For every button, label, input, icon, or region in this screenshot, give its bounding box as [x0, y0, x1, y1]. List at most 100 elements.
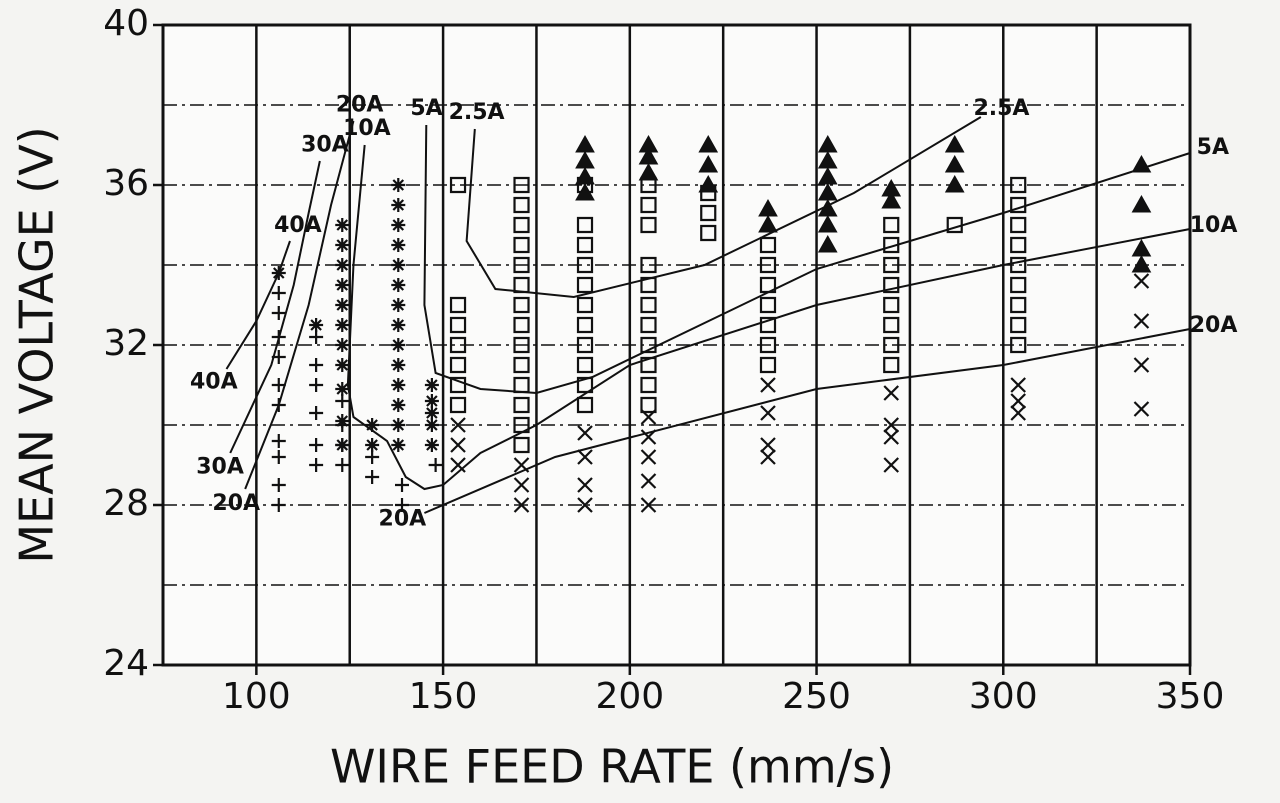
point-square: [700, 204, 717, 222]
point-square: [759, 256, 777, 274]
point-square: [883, 316, 900, 334]
point-triangle: [638, 162, 659, 181]
point-square: [759, 316, 777, 334]
contour-label: 2.5A: [449, 100, 505, 125]
point-square: [883, 276, 900, 294]
point-asterisk: [365, 418, 380, 432]
point-asterisk: [309, 318, 324, 332]
point-triangle: [1131, 254, 1152, 273]
point-asterisk: [335, 298, 350, 312]
point-cross: [760, 405, 776, 421]
point-cross: [577, 449, 593, 465]
point-asterisk: [391, 438, 406, 452]
point-asterisk: [391, 318, 406, 332]
point-triangle: [817, 150, 838, 169]
point-cross: [577, 425, 593, 441]
y-tick-label: 40: [103, 3, 149, 44]
point-triangle: [575, 150, 595, 169]
point-square: [640, 256, 657, 274]
point-asterisk: [424, 418, 439, 432]
point-square: [513, 176, 530, 194]
point-triangle: [638, 146, 659, 165]
point-cross: [640, 449, 657, 465]
contour-label: 10A: [343, 116, 391, 141]
point-plus: [335, 458, 350, 472]
contour-line: [229, 160, 321, 454]
contour-label: 40A: [274, 213, 322, 238]
point-square: [883, 236, 900, 254]
point-cross: [513, 497, 530, 513]
point-square: [759, 336, 777, 354]
point-cross: [450, 437, 466, 453]
point-square: [513, 296, 530, 314]
contour-line: [423, 124, 1191, 395]
point-cross: [577, 497, 593, 513]
point-square: [449, 336, 467, 354]
point-square: [1010, 296, 1027, 314]
point-square: [513, 256, 530, 274]
point-cross: [450, 457, 466, 473]
contour-label: 20A: [379, 506, 427, 531]
point-square: [759, 236, 777, 254]
point-cross: [883, 385, 900, 401]
point-square: [640, 336, 657, 354]
point-plus: [271, 434, 286, 448]
point-asterisk: [391, 198, 406, 212]
point-square: [946, 216, 963, 234]
point-triangle: [698, 134, 719, 153]
point-plus: [309, 438, 324, 452]
point-plus: [309, 358, 324, 372]
point-square: [449, 396, 467, 414]
point-square: [700, 224, 717, 242]
point-cross: [883, 457, 900, 473]
point-square: [576, 336, 594, 354]
point-square: [513, 316, 530, 334]
contour-label: 10A: [1190, 213, 1238, 238]
point-plus: [428, 458, 443, 472]
point-cross: [1133, 357, 1150, 373]
point-triangle: [817, 234, 838, 253]
point-cross: [513, 477, 530, 493]
point-triangle: [1131, 194, 1152, 213]
point-asterisk: [424, 394, 439, 408]
contour-line: [244, 120, 355, 490]
point-square: [576, 296, 594, 314]
point-square: [513, 356, 530, 374]
point-asterisk: [391, 178, 406, 192]
point-square: [1010, 216, 1027, 234]
point-asterisk: [335, 278, 350, 292]
y-tick-label: 36: [103, 163, 149, 204]
point-square: [576, 356, 594, 374]
point-asterisk: [391, 258, 406, 272]
point-square: [449, 296, 467, 314]
point-plus: [271, 306, 286, 320]
point-square: [513, 416, 530, 434]
point-asterisk: [391, 278, 406, 292]
point-triangle: [698, 174, 719, 193]
point-asterisk: [391, 418, 406, 432]
point-cross: [640, 497, 657, 513]
point-triangle: [758, 198, 778, 217]
point-triangle: [817, 134, 838, 153]
point-triangle: [817, 182, 838, 201]
point-cross: [1133, 273, 1150, 289]
contour-label: 2.5A: [973, 96, 1029, 121]
contour-label: 5A: [410, 96, 442, 121]
point-cross: [1133, 401, 1150, 417]
point-asterisk: [391, 338, 406, 352]
point-square: [1010, 256, 1027, 274]
point-triangle: [638, 134, 659, 153]
point-square: [759, 276, 777, 294]
point-square: [640, 316, 657, 334]
contour-line: [346, 144, 1191, 491]
point-asterisk: [335, 258, 350, 272]
point-cross: [1010, 393, 1026, 409]
point-cross: [450, 417, 466, 433]
point-square: [640, 196, 657, 214]
x-tick-label: 150: [409, 676, 478, 717]
point-square: [1010, 196, 1027, 214]
point-triangle: [944, 134, 965, 153]
point-asterisk: [391, 298, 406, 312]
contour-line: [424, 328, 1191, 514]
contour-label: 20A: [336, 93, 384, 118]
